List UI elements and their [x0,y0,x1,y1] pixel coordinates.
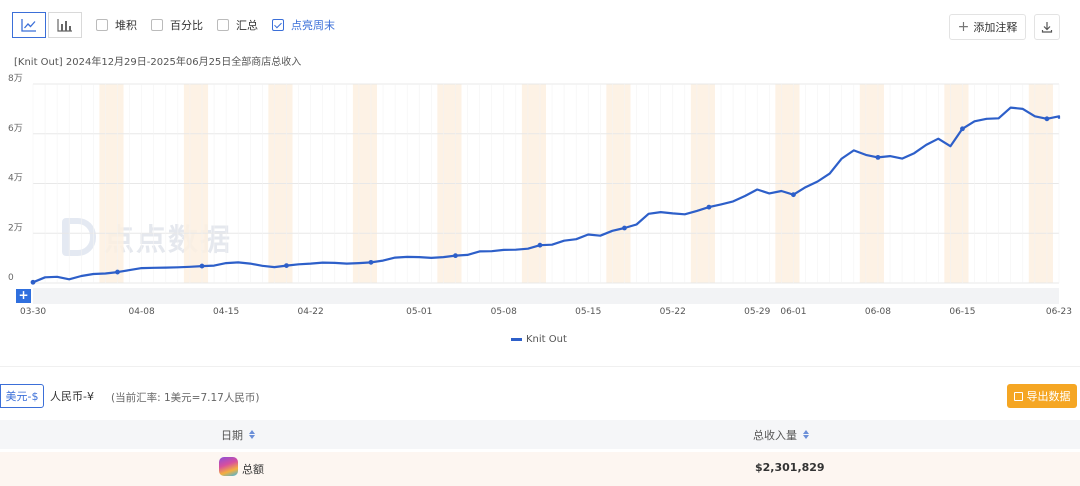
y-tick-label: 8万 [8,74,23,84]
sort-icon[interactable] [249,430,255,439]
x-tick-label: 04-08 [129,307,155,317]
currency-usd-button[interactable]: 美元-$ [0,384,44,408]
x-tick-label: 03-30 [20,307,46,317]
highlight-weekend-label: 点亮周末 [291,19,335,32]
highlight-weekend-checkbox[interactable] [272,19,284,31]
x-tick-label: 04-15 [213,307,239,317]
total-label: 总额 [242,463,264,476]
zoom-expand-button[interactable]: + [16,289,31,303]
sort-icon[interactable] [803,430,809,439]
x-tick-label: 06-01 [780,307,806,317]
summary-checkbox[interactable] [217,19,229,31]
data-point [453,253,458,259]
legend-line-swatch [511,338,522,341]
table-row: 总额 $2,301,829 [0,452,1080,486]
data-point [30,279,36,285]
data-point [960,126,965,132]
add-annotation-button[interactable]: + 添加注释 [949,14,1026,40]
x-tick-label: 05-01 [406,307,432,317]
column-revenue-label: 总收入量 [753,428,797,442]
download-icon [1041,22,1053,33]
percent-label: 百分比 [170,19,203,32]
stack-checkbox[interactable] [96,19,108,31]
chart-subtitle: [Knit Out] 2024年12月29日-2025年06月25日全部商店总收… [14,57,302,68]
y-tick-label: 4万 [8,174,23,184]
data-point [875,154,881,160]
zoom-slider-track[interactable] [33,288,1059,304]
exchange-rate-text: (当前汇率: 1美元=7.17人民币) [111,392,260,404]
x-tick-label: 06-15 [949,307,975,317]
summary-label: 汇总 [236,19,258,32]
data-point [622,225,627,231]
percent-option[interactable]: 百分比 [151,17,203,33]
x-tick-label: 06-08 [865,307,891,317]
chart-toolbar: 堆积 百分比 汇总 点亮周末 [12,12,335,38]
chart-legend[interactable]: Knit Out [511,334,567,345]
series-line-knit-out [32,106,1061,284]
column-header-date[interactable]: 日期 [221,427,255,443]
data-point [1044,116,1050,122]
app-icon [219,457,238,476]
data-point [706,204,712,210]
percent-checkbox[interactable] [151,19,163,31]
line-chart-toggle[interactable] [12,12,46,38]
data-point [284,263,289,268]
column-date-label: 日期 [221,428,243,442]
x-tick-label: 05-22 [660,307,686,317]
bar-chart-icon [57,19,72,32]
column-header-total-revenue[interactable]: 总收入量 [753,427,809,443]
summary-option[interactable]: 汇总 [217,17,258,33]
data-point [537,242,543,248]
watermark: 点点数据 [62,215,232,259]
currency-cny-button[interactable]: 人民币-¥ [50,390,94,403]
stack-option[interactable]: 堆积 [96,17,137,33]
data-point [115,269,120,275]
watermark-logo-icon [62,218,96,256]
x-tick-label: 06-23 [1046,307,1072,317]
x-tick-label: 05-15 [575,307,601,317]
export-data-button[interactable]: 导出数据 [1007,384,1077,408]
export-icon [1013,391,1023,401]
plus-icon: + [957,19,970,35]
export-data-label: 导出数据 [1026,390,1071,403]
data-point [791,192,796,198]
y-tick-label: 0 [8,273,14,283]
revenue-line-chart: 0 2万 4万 6万 8万 03-30 04-08 04-15 04-22 05-01 05-08… [8,74,1072,317]
y-tick-label: 2万 [8,223,23,233]
total-value: $2,301,829 [755,461,825,474]
highlight-weekend-option[interactable]: 点亮周末 [272,17,335,33]
x-tick-label: 04-22 [298,307,324,317]
x-tick-label: 05-08 [491,307,517,317]
download-button[interactable] [1034,14,1060,40]
data-point [199,263,205,269]
watermark-text: 点点数据 [104,223,232,258]
x-tick-label: 05-29 [744,307,770,317]
section-divider [0,366,1080,367]
y-tick-label: 6万 [8,124,23,134]
legend-label-knit-out: Knit Out [526,334,567,345]
add-annotation-label: 添加注释 [973,21,1018,34]
line-chart-icon [21,19,36,32]
data-point [368,259,374,265]
bar-chart-toggle[interactable] [48,12,82,38]
table-header: 日期 总收入量 [0,420,1080,449]
stack-label: 堆积 [115,19,137,32]
